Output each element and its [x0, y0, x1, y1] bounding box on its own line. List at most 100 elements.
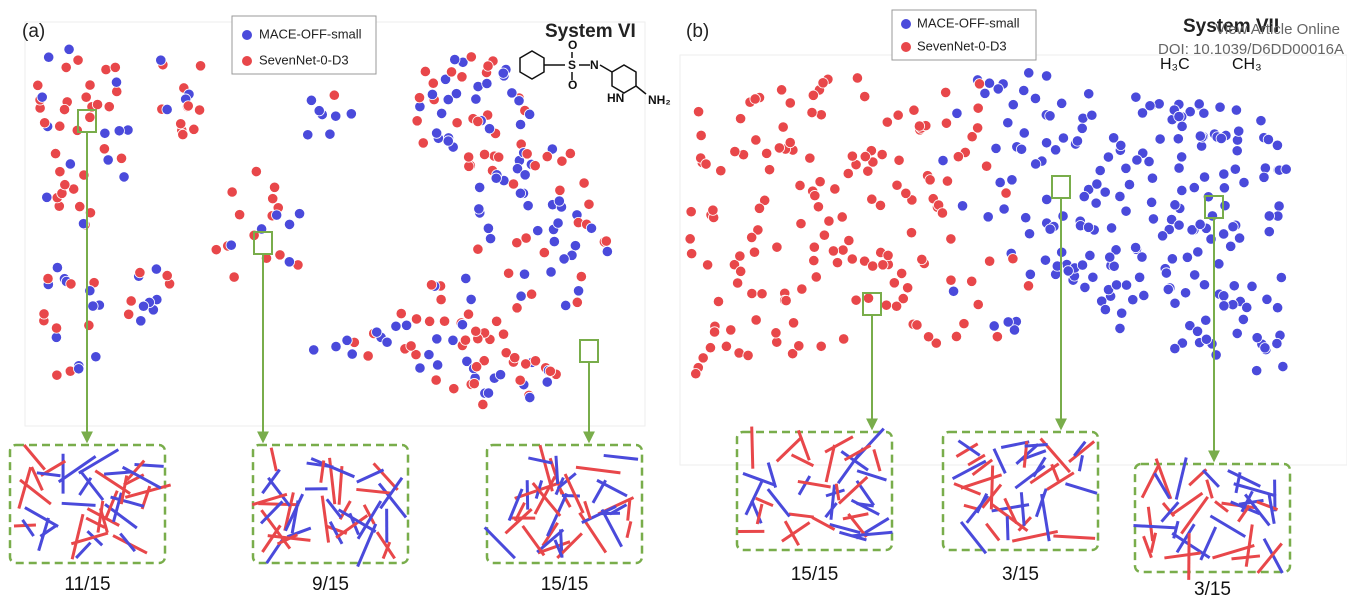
- embedding-point: [901, 188, 911, 198]
- embedding-point: [1045, 111, 1055, 121]
- embedding-point: [325, 129, 335, 139]
- embedding-point: [382, 337, 392, 347]
- embedding-point: [894, 155, 904, 165]
- embedding-point: [483, 223, 493, 233]
- embedding-point: [1219, 169, 1229, 179]
- embedding-point: [448, 335, 458, 345]
- embedding-point: [860, 91, 870, 101]
- embedding-point: [730, 146, 740, 156]
- structure-bond: [1007, 516, 1008, 540]
- embedding-point: [426, 280, 436, 290]
- legend-entry: MACE-OFF-small: [917, 15, 1020, 30]
- embedding-point: [1201, 334, 1211, 344]
- embedding-point: [463, 309, 473, 319]
- embedding-point: [1092, 179, 1102, 189]
- embedding-point: [512, 238, 522, 248]
- embedding-point: [572, 297, 582, 307]
- embedding-point: [498, 68, 508, 78]
- embedding-point: [342, 335, 352, 345]
- embedding-point: [151, 264, 161, 274]
- structure-bond: [120, 534, 135, 552]
- embedding-point: [515, 188, 525, 198]
- embedding-point: [852, 73, 862, 83]
- embedding-point: [1079, 191, 1089, 201]
- embedding-point: [1056, 98, 1066, 108]
- embedding-point: [495, 369, 505, 379]
- structure-bond: [604, 455, 638, 459]
- embedding-point: [1260, 343, 1270, 353]
- embedding-point: [732, 278, 742, 288]
- embedding-point: [816, 110, 826, 120]
- embedding-point: [1084, 89, 1094, 99]
- structure-bond: [271, 448, 276, 471]
- embedding-point: [685, 234, 695, 244]
- embedding-point: [774, 143, 784, 153]
- embedding-point: [294, 208, 304, 218]
- structure-bond: [602, 510, 622, 547]
- embedding-point: [482, 78, 492, 88]
- embedding-point: [284, 219, 294, 229]
- embedding-point: [51, 323, 61, 333]
- embedding-point: [1242, 302, 1252, 312]
- embedding-point: [546, 267, 556, 277]
- embedding-point: [116, 153, 126, 163]
- embedding-point: [1021, 213, 1031, 223]
- embedding-point: [881, 300, 891, 310]
- embedding-point: [103, 155, 113, 165]
- embedding-point: [74, 364, 84, 374]
- structure-bond: [585, 501, 591, 519]
- embedding-point: [436, 108, 446, 118]
- embedding-point: [1189, 270, 1199, 280]
- embedding-point: [1239, 177, 1249, 187]
- embedding-point: [923, 332, 933, 342]
- embedding-point: [991, 143, 1001, 153]
- atom-label: H₃C: [1160, 56, 1190, 73]
- embedding-point: [420, 66, 430, 76]
- embedding-point: [570, 240, 580, 250]
- embedding-point: [860, 151, 870, 161]
- embedding-point: [824, 216, 834, 226]
- legend-swatch: [901, 42, 911, 52]
- structure-bond: [356, 489, 391, 493]
- embedding-point: [112, 86, 122, 96]
- embedding-point: [906, 227, 916, 237]
- embedding-point: [1024, 68, 1034, 78]
- embedding-point: [1260, 163, 1270, 173]
- embedding-point: [1077, 123, 1087, 133]
- embedding-point: [877, 149, 887, 159]
- embedding-point: [461, 273, 471, 283]
- embedding-point: [701, 159, 711, 169]
- embedding-point: [772, 242, 782, 252]
- embedding-point: [473, 244, 483, 254]
- embedding-point: [1170, 343, 1180, 353]
- embedding-point: [363, 351, 373, 361]
- embedding-point: [993, 84, 1003, 94]
- embedding-point: [726, 325, 736, 335]
- embedding-point: [508, 179, 518, 189]
- embedding-point: [523, 200, 533, 210]
- embedding-point: [984, 256, 994, 266]
- embedding-point: [601, 236, 611, 246]
- watermark-link[interactable]: View Article Online: [1215, 21, 1340, 38]
- embedding-point: [493, 152, 503, 162]
- embedding-point: [1008, 100, 1018, 110]
- structure-bond: [851, 500, 879, 514]
- embedding-point: [460, 335, 470, 345]
- embedding-point: [805, 153, 815, 163]
- embedding-point: [1085, 250, 1095, 260]
- embedding-point: [914, 121, 924, 131]
- embedding-point: [1195, 219, 1205, 229]
- embedding-point: [946, 234, 956, 244]
- embedding-point: [1176, 152, 1186, 162]
- embedding-point: [1116, 140, 1126, 150]
- embedding-point: [1174, 163, 1184, 173]
- embedding-point: [813, 202, 823, 212]
- embedding-point: [1019, 85, 1029, 95]
- embedding-point: [110, 62, 120, 72]
- agreement-ratio: 3/15: [1194, 579, 1231, 599]
- embedding-point: [1264, 226, 1274, 236]
- embedding-point: [838, 334, 848, 344]
- embedding-point: [211, 244, 221, 254]
- atom-label: HN: [607, 91, 624, 105]
- structure-bond: [1025, 445, 1048, 447]
